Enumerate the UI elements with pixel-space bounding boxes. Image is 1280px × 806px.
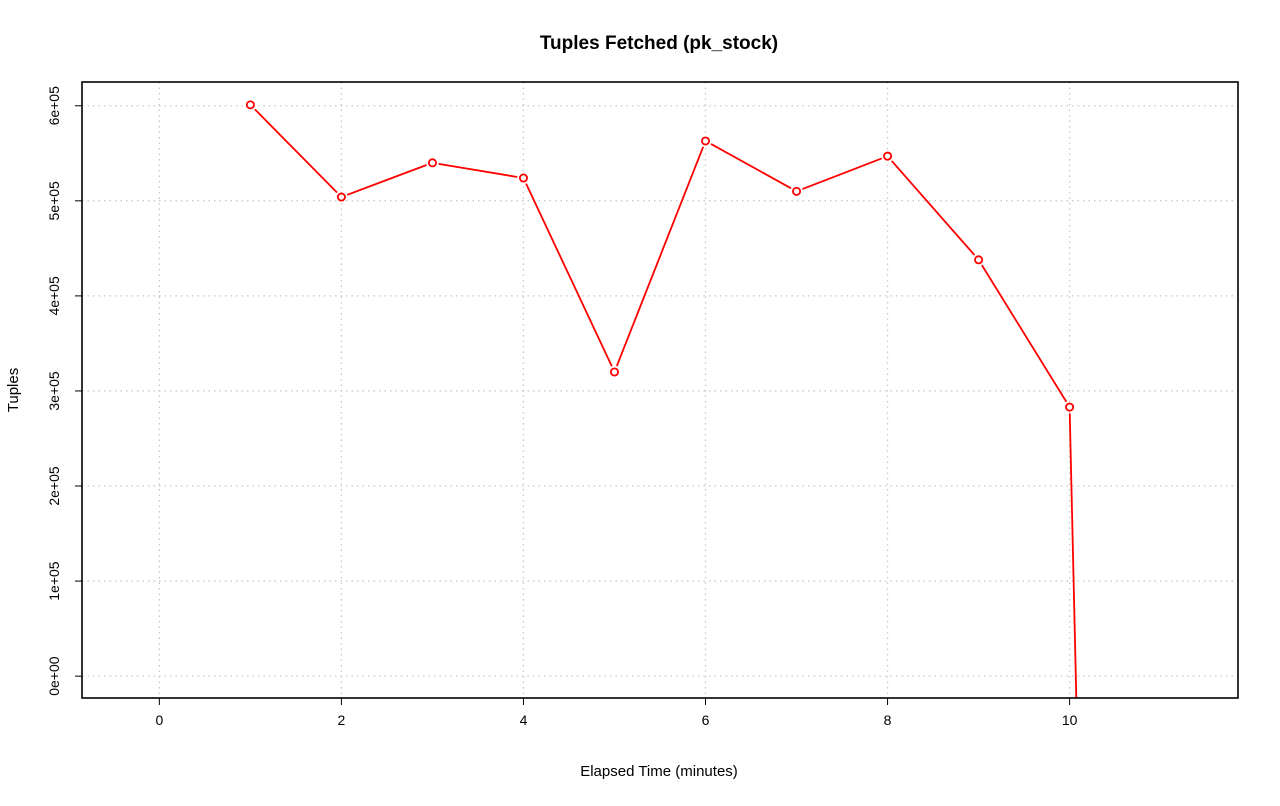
x-tick-label: 2 [338, 712, 346, 728]
x-axis: 0 2 4 6 8 10 [155, 698, 1078, 728]
x-axis-title: Elapsed Time (minutes) [580, 763, 738, 780]
x-tick-label: 4 [520, 712, 528, 728]
plot-frame [81, 81, 1239, 699]
x-tick-label: 0 [155, 712, 163, 728]
series-line-segment [981, 264, 1067, 403]
series-layer [245, 100, 1078, 698]
series-line-segment [525, 183, 613, 367]
x-tick-label: 10 [1062, 712, 1078, 728]
y-tick-label: 4e+05 [46, 276, 62, 316]
series-line-segment [891, 160, 975, 256]
y-tick-label: 6e+05 [46, 86, 62, 126]
data-point [883, 151, 893, 161]
series-line-segment [802, 157, 882, 190]
y-axis-title: Tuples [5, 368, 22, 412]
data-point [974, 255, 984, 265]
data-point [609, 367, 619, 377]
data-point [427, 158, 437, 168]
data-point [701, 136, 711, 146]
series-line-segment [254, 108, 338, 193]
series-line-segment [616, 146, 704, 367]
y-tick-label: 1e+05 [46, 561, 62, 601]
chart-title: Tuples Fetched (pk_stock) [540, 33, 778, 54]
y-tick-label: 3e+05 [46, 371, 62, 411]
data-point [518, 173, 528, 183]
y-tick-label: 2e+05 [46, 466, 62, 506]
series-line-segment [438, 163, 518, 178]
series-line-segment [710, 143, 792, 189]
y-axis: 0e+00 1e+05 2e+05 3e+05 4e+05 5e+05 6e+05 [46, 86, 82, 696]
series-line-segment [1068, 413, 1078, 698]
y-tick-label: 0e+00 [46, 656, 62, 696]
data-point [245, 100, 255, 110]
data-point [1065, 402, 1075, 412]
data-point [336, 192, 346, 202]
y-tick-label: 5e+05 [46, 181, 62, 221]
data-point [792, 186, 802, 196]
x-tick-label: 8 [884, 712, 892, 728]
grid [82, 82, 1238, 698]
series-line-segment [347, 164, 427, 196]
x-tick-label: 6 [702, 712, 710, 728]
